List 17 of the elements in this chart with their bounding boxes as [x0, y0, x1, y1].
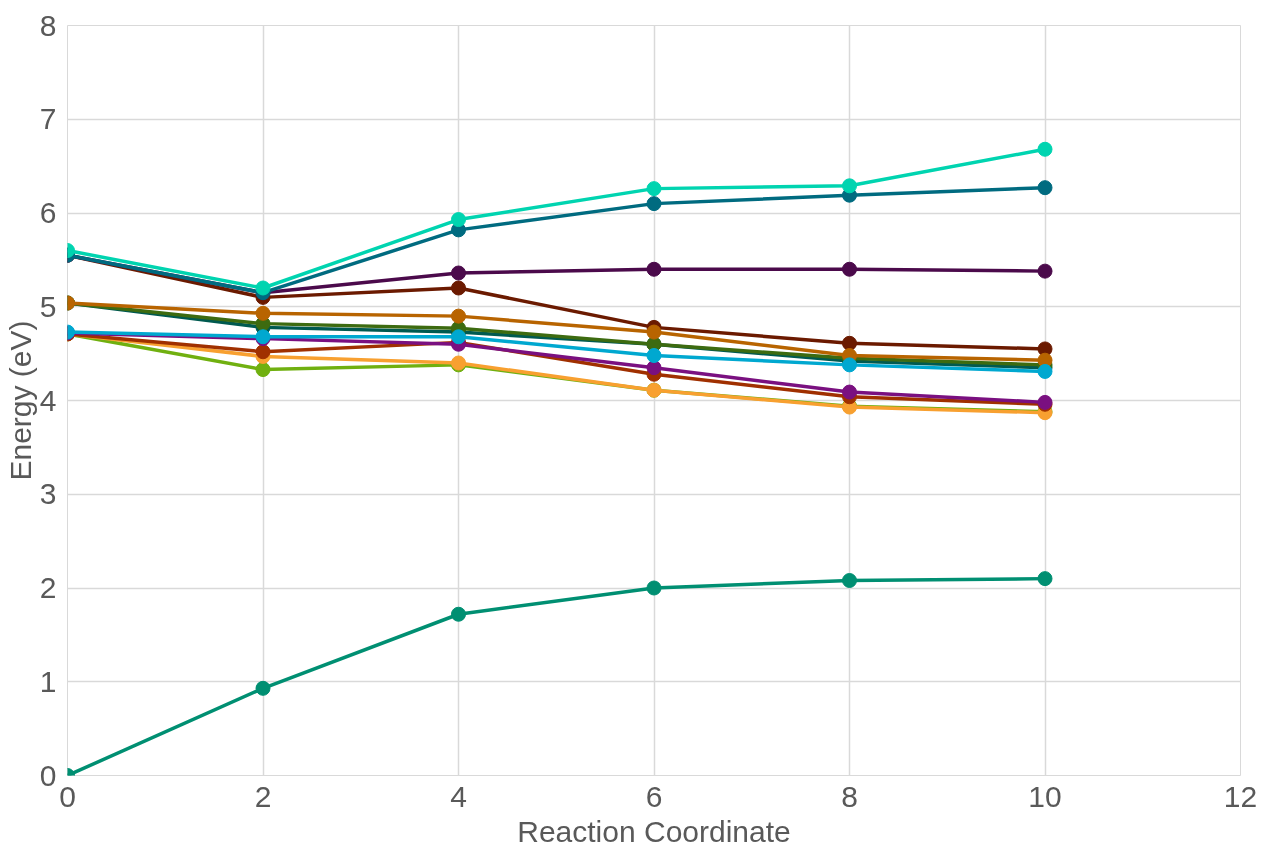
y-tick-label: 0	[39, 758, 57, 792]
x-tick-label: 2	[254, 779, 272, 813]
x-axis-title: Reaction Coordinate	[517, 814, 791, 848]
y-tick-label: 4	[39, 383, 57, 417]
y-tick-label: 7	[39, 102, 57, 136]
x-tick-label: 10	[1028, 779, 1062, 813]
x-tick-label: 6	[645, 779, 663, 813]
x-tick-label: 12	[1223, 779, 1258, 813]
x-tick-label: 4	[450, 779, 467, 813]
y-tick-label: 1	[39, 664, 57, 698]
y-tick-label: 8	[39, 8, 57, 42]
y-tick-label: 3	[39, 477, 57, 511]
y-tick-label: 2	[39, 571, 57, 604]
y-axis-title: Energy (eV)	[3, 320, 37, 481]
y-tick-label: 5	[39, 289, 57, 323]
y-tick-label: 6	[39, 196, 57, 229]
x-tick-label: 8	[841, 779, 858, 813]
